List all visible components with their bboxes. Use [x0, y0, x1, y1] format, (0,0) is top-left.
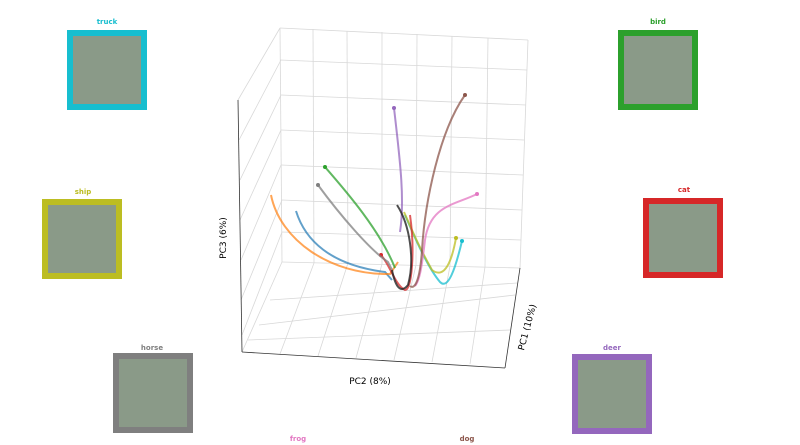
trajectory — [380, 214, 414, 292]
class-label: horse — [141, 344, 163, 352]
axes — [237, 99, 521, 369]
trajectory — [393, 107, 404, 233]
thumbnail-frame — [618, 30, 698, 110]
y-axis-label: PC2 (8%) — [349, 377, 391, 387]
trajectory-start — [454, 236, 458, 240]
trajectory — [317, 184, 393, 271]
trajectory — [391, 204, 413, 290]
thumbnail — [71, 34, 143, 106]
z-axis-label: PC3 (6%) — [219, 217, 229, 259]
thumbnail — [647, 202, 719, 274]
class-label: cat — [678, 186, 691, 194]
grid — [237, 27, 529, 365]
trajectory-start — [475, 192, 479, 196]
class-label: deer — [603, 344, 622, 352]
thumbnail-frame — [113, 353, 193, 433]
thumbnail — [117, 357, 189, 429]
trajectory-start — [316, 183, 320, 187]
thumbnail — [46, 203, 118, 275]
thumbnail — [622, 34, 694, 106]
trajectory — [409, 94, 466, 288]
thumbnail-frame — [643, 198, 723, 278]
x-axis-label: PC1 (10%) — [517, 303, 539, 351]
class-label: ship — [75, 188, 92, 196]
trajectory-start — [463, 93, 467, 97]
thumbnail-frame — [42, 199, 122, 279]
thumbnail-frame — [67, 30, 147, 110]
trajectory-start — [323, 165, 327, 169]
trajectory — [270, 194, 399, 276]
trajectory — [324, 166, 396, 269]
thumbnail — [576, 358, 648, 430]
trajectories — [316, 93, 479, 292]
trajectory-start — [392, 106, 396, 110]
class-label: dog — [460, 435, 475, 443]
class-label: truck — [97, 18, 118, 26]
trajectory — [295, 210, 393, 281]
trajectory-start — [460, 239, 464, 243]
thumbnail-frame — [572, 354, 652, 434]
class-label: bird — [650, 18, 666, 26]
class-label: frog — [290, 435, 306, 443]
